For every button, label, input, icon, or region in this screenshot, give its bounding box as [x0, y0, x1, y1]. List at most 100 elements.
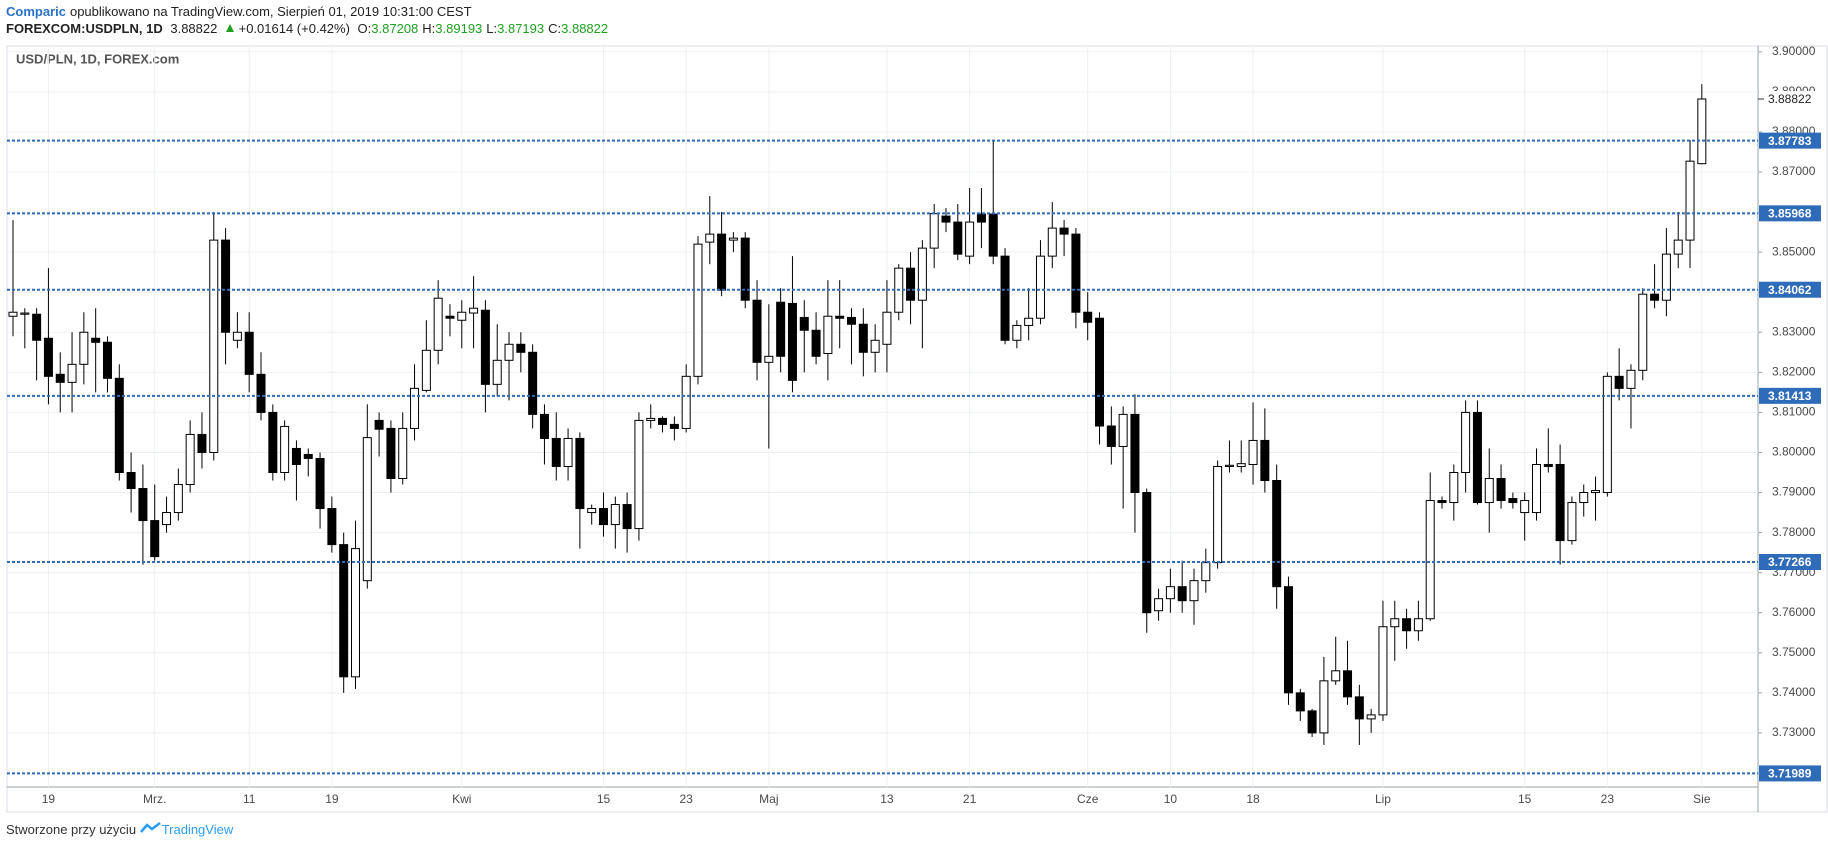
- author[interactable]: Comparic: [6, 4, 66, 19]
- footer-brand[interactable]: TradingView: [161, 822, 234, 837]
- last-price: 3.88822: [170, 21, 218, 36]
- candle-body: [1213, 465, 1223, 564]
- candle-body: [551, 437, 561, 467]
- candle-body: [705, 233, 715, 243]
- candle-body: [575, 437, 585, 510]
- candle-body: [291, 447, 301, 465]
- candle-body: [1047, 227, 1057, 257]
- candle-body: [1224, 464, 1234, 467]
- header-line-1: Comparic opublikowano na TradingView.com,…: [6, 4, 476, 19]
- candle-body: [32, 313, 42, 341]
- candle-body: [374, 419, 384, 430]
- candle-body: [339, 544, 349, 678]
- candle-body: [457, 311, 467, 321]
- candle-body: [1591, 490, 1601, 494]
- candle-body: [858, 323, 868, 353]
- candle-body: [126, 471, 136, 490]
- x-tick-label: 13: [880, 792, 894, 806]
- candle-body: [610, 504, 620, 526]
- candle-body: [693, 243, 703, 377]
- candle-body: [1177, 586, 1187, 602]
- candle-body: [232, 331, 242, 341]
- candle-body: [410, 387, 420, 429]
- candle-body: [587, 508, 597, 514]
- candle-body: [1106, 425, 1116, 447]
- candle-body: [1673, 239, 1683, 255]
- ohlc-value: 3.89193: [435, 21, 483, 36]
- candle-body: [539, 413, 549, 439]
- candle-body: [1685, 160, 1695, 241]
- candle-body: [1449, 471, 1459, 504]
- candle-body: [1378, 626, 1388, 716]
- candle-body: [622, 504, 632, 530]
- candle-body: [811, 329, 821, 357]
- y-tick-label: 3.75000: [1772, 645, 1816, 659]
- x-tick-label: Sie: [1693, 792, 1711, 806]
- candle-body: [1614, 375, 1624, 389]
- candle-body: [1402, 618, 1412, 632]
- candle-body: [1283, 586, 1293, 694]
- candle-body: [362, 437, 372, 582]
- x-tick-label: 18: [1246, 792, 1260, 806]
- candle-body: [280, 425, 290, 473]
- candle-body: [646, 417, 656, 421]
- candle-body: [1531, 463, 1541, 514]
- candle-body: [599, 508, 608, 526]
- candle-body: [20, 312, 30, 315]
- candle-body: [421, 349, 431, 391]
- candle-body: [882, 311, 892, 345]
- candle-body: [1165, 586, 1175, 600]
- level-label-box: [1759, 205, 1821, 222]
- y-tick-label: 3.74000: [1772, 685, 1816, 699]
- candle-body: [1295, 692, 1305, 712]
- candle-body: [1567, 502, 1577, 542]
- ohlc-value: 3.87208: [371, 21, 419, 36]
- candle-body: [1307, 710, 1317, 734]
- candle-body: [221, 239, 231, 333]
- candle-body: [1154, 598, 1164, 612]
- candle-body: [1083, 311, 1093, 323]
- candle-body: [1555, 463, 1565, 542]
- candle-body: [988, 213, 998, 257]
- candle-body: [1425, 500, 1435, 620]
- candle-body: [1248, 439, 1258, 465]
- candle-body: [917, 247, 927, 301]
- candle-body: [1024, 317, 1034, 326]
- candle-body: [658, 417, 668, 425]
- candle-body: [1331, 670, 1341, 682]
- x-tick-label: 11: [243, 792, 256, 806]
- candle-body: [1272, 480, 1282, 588]
- y-tick-label: 3.76000: [1772, 605, 1816, 619]
- candle-body: [480, 309, 490, 385]
- candle-body: [1520, 500, 1530, 514]
- candle-body: [244, 331, 254, 375]
- candle-body: [906, 267, 916, 301]
- candle-body: [1697, 98, 1707, 165]
- ohlc-value: 3.88822: [561, 21, 609, 36]
- footer: Stworzone przy użyciu TradingView: [6, 822, 233, 837]
- x-tick-label: Kwi: [452, 792, 471, 806]
- candle-body: [1661, 253, 1671, 301]
- x-tick-label: 23: [1601, 792, 1615, 806]
- level-label: 3.77266: [1768, 555, 1812, 569]
- candle-body: [469, 307, 479, 314]
- candle-body: [8, 311, 18, 317]
- level-label-box: [1759, 132, 1821, 149]
- change: +0.01614 (+0.42%): [238, 21, 350, 36]
- candle-body: [1602, 375, 1612, 494]
- candle-body: [150, 520, 160, 558]
- candle-body: [398, 427, 408, 480]
- candle-body: [1472, 411, 1482, 504]
- tv-logo: [139, 822, 161, 833]
- candle-body: [1496, 478, 1506, 502]
- candle-body: [563, 437, 573, 467]
- candle-body: [1461, 411, 1471, 473]
- x-tick-label: Maj: [759, 792, 778, 806]
- candle-body: [1201, 562, 1211, 582]
- candle-body: [386, 427, 396, 480]
- ohlc-label: H:: [422, 21, 436, 36]
- level-label-box: [1759, 765, 1821, 782]
- x-tick-label: 10: [1164, 792, 1178, 806]
- candle-body: [740, 237, 750, 301]
